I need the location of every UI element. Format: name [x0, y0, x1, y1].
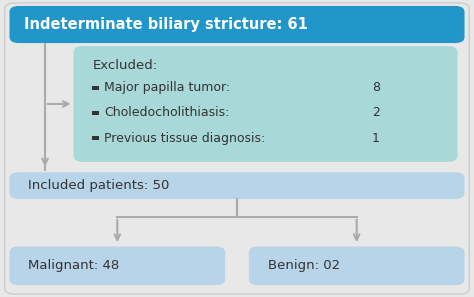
Text: 8: 8	[372, 81, 380, 94]
FancyBboxPatch shape	[9, 172, 465, 199]
Bar	[92, 111, 99, 115]
Bar	[92, 136, 99, 140]
FancyBboxPatch shape	[249, 247, 465, 285]
Text: Excluded:: Excluded:	[92, 59, 157, 72]
Text: 1: 1	[372, 132, 380, 145]
FancyBboxPatch shape	[9, 6, 465, 43]
Text: Malignant: 48: Malignant: 48	[28, 259, 120, 272]
Text: Major papilla tumor:: Major papilla tumor:	[104, 81, 230, 94]
Text: Choledocholithiasis:: Choledocholithiasis:	[104, 106, 230, 119]
FancyBboxPatch shape	[9, 247, 225, 285]
Text: 2: 2	[372, 106, 380, 119]
Text: Included patients: 50: Included patients: 50	[28, 179, 170, 192]
Text: Indeterminate biliary stricture: 61: Indeterminate biliary stricture: 61	[24, 17, 308, 32]
FancyBboxPatch shape	[73, 46, 457, 162]
Text: Benign: 02: Benign: 02	[268, 259, 340, 272]
Text: Previous tissue diagnosis:: Previous tissue diagnosis:	[104, 132, 265, 145]
Bar	[92, 86, 99, 90]
